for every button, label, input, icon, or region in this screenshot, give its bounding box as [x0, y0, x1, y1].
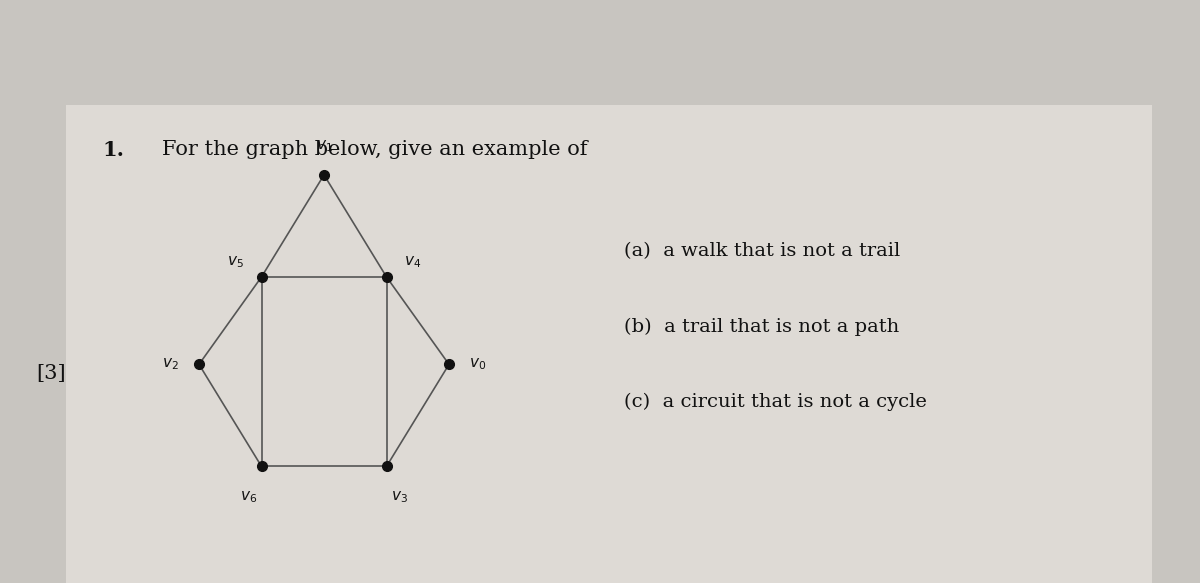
Text: (a)  a walk that is not a trail: (a) a walk that is not a trail [624, 242, 900, 259]
Text: $v_3$: $v_3$ [390, 490, 408, 505]
Text: For the graph below, give an example of: For the graph below, give an example of [162, 140, 588, 159]
Text: $v_5$: $v_5$ [227, 255, 244, 270]
Text: $v_2$: $v_2$ [162, 357, 179, 372]
Text: $v_1$: $v_1$ [316, 139, 332, 154]
Text: $v_6$: $v_6$ [240, 490, 258, 505]
Text: $v_0$: $v_0$ [469, 357, 486, 372]
Text: $v_4$: $v_4$ [404, 255, 421, 270]
Text: 1.: 1. [102, 140, 124, 160]
Text: [3]: [3] [36, 364, 66, 382]
Text: (c)  a circuit that is not a cycle: (c) a circuit that is not a cycle [624, 393, 926, 412]
Text: (b)  a trail that is not a path: (b) a trail that is not a path [624, 317, 899, 336]
